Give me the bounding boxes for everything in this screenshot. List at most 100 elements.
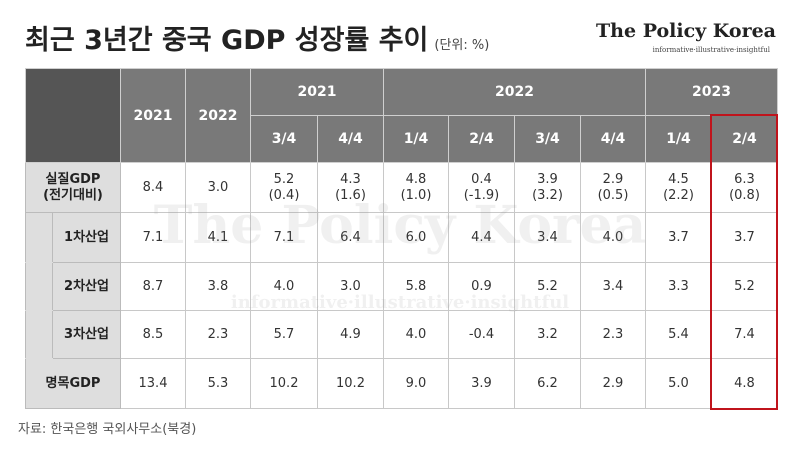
header-row: 2021 2022 2021 2022 2023 [25,68,778,163]
cell-value: -0.4 [468,326,495,342]
quarter-label: 1/4 [403,131,429,147]
cell-value: 13.4 [138,375,168,391]
cell-value: 7.1 [273,229,295,245]
cell-value: 5.4 [668,326,689,342]
quarter-header: 3/4 [514,115,581,163]
data-cell: 3.3 [645,262,712,311]
year-header: 2022 [185,68,251,163]
indent-cell [25,310,53,359]
table: 2021 2022 2021 2022 2023 3/4 4/4 1/4 2/4 3/4 4/4 1/… [25,68,778,409]
quarter-label: 2/4 [469,131,494,147]
data-cell: 3.0 [185,162,251,213]
data-cell: 5.2 [514,262,581,311]
cell-value: 4.3 [340,171,361,187]
data-cell: 2.3 [580,310,646,359]
cell-sub-value: (1.6) [335,187,366,203]
cell-value: 4.0 [273,278,295,294]
data-cell: 8.7 [120,262,186,311]
cell-value: 3.9 [537,171,558,187]
data-cell: 9.0 [383,358,449,409]
quarter-header: 2/4 [711,115,778,163]
group-year: 2021 [297,84,337,100]
data-cell: 0.4 (-1.9) [448,162,515,213]
quarter-label: 4/4 [600,131,626,147]
quarter-header: 4/4 [317,115,384,163]
cell-value: 3.4 [602,278,624,294]
data-cell: 4.9 [317,310,384,359]
group-header: 2023 [645,68,778,116]
data-cell: 13.4 [120,358,186,409]
cell-value: 5.7 [273,326,295,342]
row-label-sub: (전기대비) [43,187,103,203]
row-label: 명목GDP [25,358,121,409]
cell-value: 2.9 [602,375,624,391]
quarter-label: 1/4 [666,131,691,147]
cell-value: 5.0 [668,375,689,391]
data-cell: 3.0 [317,262,384,311]
group-year: 2023 [692,84,731,100]
data-cell: 6.4 [317,212,384,263]
cell-value: 5.3 [207,375,229,391]
cell-value: 0.9 [471,278,492,294]
data-cell: 8.4 [120,162,186,213]
unit: (단위: %) [434,38,490,53]
cell-value: 8.5 [142,326,164,342]
data-cell: 4.8 [711,358,778,409]
data-cell: 5.7 [250,310,318,359]
data-cell: 5.2 [711,262,778,311]
data-cell: 6.3 (0.8) [711,162,778,213]
source: 자료: 한국은행 국외사무소(북경) [18,422,197,437]
data-row: 2차산업 8.7 3.8 4.0 3.0 5.8 0.9 5.2 3.4 3.3 5.2 [25,262,778,311]
quarter-label: 3/4 [535,131,560,147]
data-cell: 7.4 [711,310,778,359]
cell-value: 6.3 [734,171,755,187]
cell-value: 4.4 [471,229,492,245]
cell-value: 5.2 [734,278,755,294]
data-cell: 4.0 [383,310,449,359]
quarter-header: 4/4 [580,115,646,163]
title-text: 최근 3년간 중국 GDP 성장률 추이 [25,25,429,56]
data-cell: 4.3 (1.6) [317,162,384,213]
cell-value: 7.4 [734,326,755,342]
cell-value: 8.7 [142,278,164,294]
row-label-text: 2차산업 [64,278,109,294]
row-label: 2차산업 [52,262,121,311]
data-cell: 4.5 (2.2) [645,162,712,213]
data-cell: 2.3 [185,310,251,359]
cell-value: 0.4 [471,171,492,187]
quarter-header: 1/4 [383,115,449,163]
cell-value: 2.3 [602,326,624,342]
data-cell: 0.9 [448,262,515,311]
data-cell: 2.9 (0.5) [580,162,646,213]
cell-value: 9.0 [405,375,427,391]
cell-value: 4.8 [405,171,427,187]
cell-value: 3.8 [207,278,229,294]
data-cell: 5.0 [645,358,712,409]
data-cell: 3.4 [580,262,646,311]
cell-value: 4.5 [668,171,689,187]
data-cell: 3.7 [645,212,712,263]
cell-value: 4.1 [207,229,229,245]
quarter-header: 1/4 [645,115,712,163]
data-row: 실질GDP (전기대비) 8.4 3.0 5.2 (0.4) 4.3 (1.6) 4.8 (1.0… [25,162,778,213]
data-row: 1차산업 7.1 4.1 7.1 6.4 6.0 4.4 3.4 4.0 3.7 3.7 [25,212,778,263]
data-cell: 3.2 [514,310,581,359]
group-header: 2022 [383,68,646,116]
row-label-text: 1차산업 [64,229,109,245]
row-label-text: 3차산업 [64,326,109,342]
cell-sub-value: (0.5) [597,187,629,203]
data-row: 명목GDP 13.4 5.3 10.2 10.2 9.0 3.9 6.2 2.9 5.0 4.8 [25,358,778,409]
cell-value: 2.9 [602,171,624,187]
cell-value: 3.2 [537,326,558,342]
data-cell: 10.2 [317,358,384,409]
indent-cell [25,212,53,263]
cell-sub-value: (0.8) [729,187,760,203]
data-cell: 6.2 [514,358,581,409]
logo: The Policy Korea [596,20,776,42]
cell-value: 3.7 [668,229,689,245]
cell-value: 10.2 [269,375,299,391]
data-cell: 8.5 [120,310,186,359]
cell-value: 3.0 [340,278,361,294]
data-cell: 4.8 (1.0) [383,162,449,213]
